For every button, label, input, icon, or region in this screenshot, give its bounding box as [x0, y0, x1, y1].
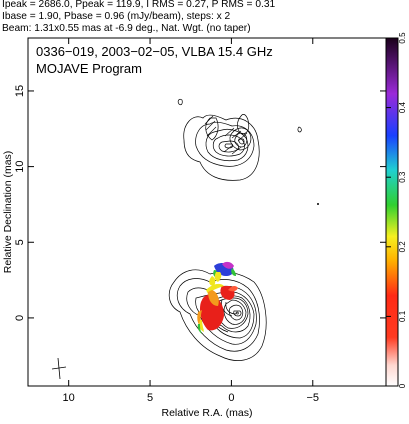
plot-title: 0336−019, 2003−02−05, VLBA 15.4 GHz [36, 44, 273, 59]
y-axis-label: Relative Declination (mas) [2, 151, 14, 274]
plot-subtitle: MOJAVE Program [36, 61, 142, 76]
colorbar-tick-label: 0.3 [398, 171, 407, 183]
y-tick-label: 15 [14, 85, 26, 97]
colorbar-tick-label: 0.2 [398, 241, 407, 253]
header-line-3: Beam: 1.31x0.55 mas at -6.9 deg., Nat. W… [2, 23, 251, 34]
y-tick-label: 10 [14, 160, 26, 172]
upper-component-contours [177, 99, 302, 181]
colorbar-ticks: 0 0.1 0.2 0.3 0.4 0.5 [386, 32, 407, 388]
y-axis-ticks: 0 5 10 15 [14, 85, 386, 321]
x-tick-label: 10 [63, 392, 75, 404]
beam-symbol [51, 357, 67, 380]
x-tick-label: 0 [228, 392, 234, 404]
x-tick-label: 5 [147, 392, 153, 404]
colorbar-tick-label: 0.5 [398, 32, 407, 44]
upper-polarization-ticks [204, 115, 248, 155]
polarization-color-patches [197, 261, 238, 334]
x-axis-ticks: 10 5 0 −5 [63, 38, 319, 404]
isolated-point [317, 203, 319, 205]
header-line-1: Ipeak = 2686.0, Ppeak = 119.9, I RMS = 0… [2, 0, 276, 10]
y-tick-label: 5 [14, 239, 26, 245]
colorbar-tick-label: 0 [398, 383, 407, 388]
colorbar [385, 37, 399, 387]
plot-frame [27, 37, 387, 387]
colorbar-tick-label: 0.4 [398, 101, 407, 113]
x-axis-label: Relative R.A. (mas) [161, 407, 252, 419]
x-tick-label: −5 [306, 392, 319, 404]
y-tick-label: 0 [14, 315, 26, 321]
header-line-2: Ibase = 1.90, Pbase = 0.96 (mJy/beam), s… [2, 11, 231, 22]
colorbar-tick-label: 0.1 [398, 310, 407, 322]
